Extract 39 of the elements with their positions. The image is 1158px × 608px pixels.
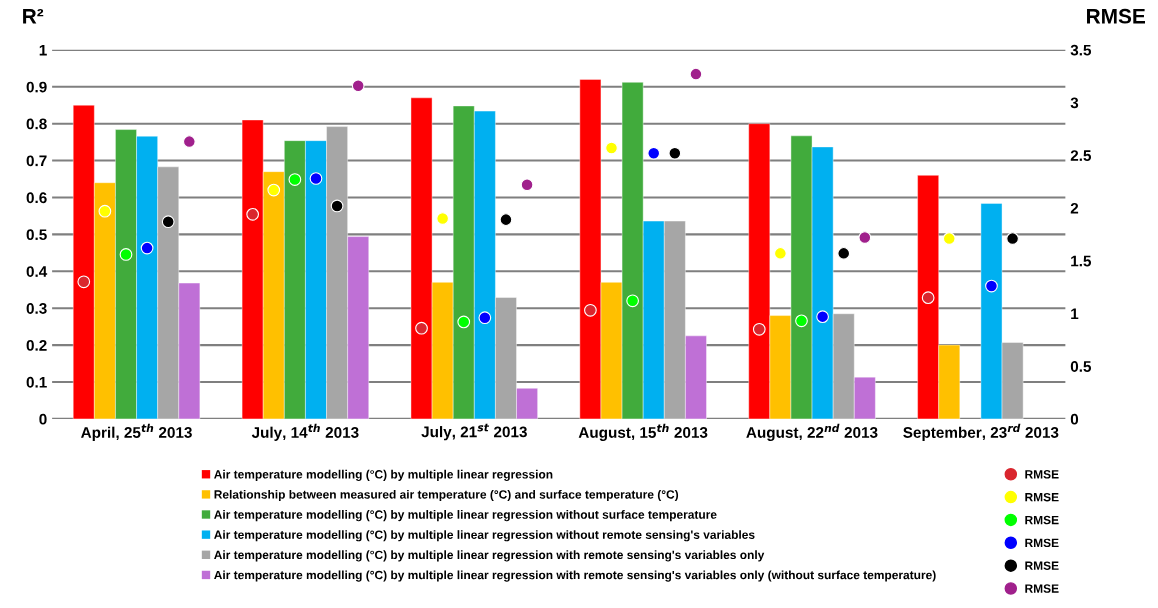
y-tick-label: 0.9 bbox=[26, 81, 47, 93]
legend-label: Air temperature modelling (°C) by multiple linear regression with remote sensing's variables only (without surface temperature) bbox=[214, 570, 936, 582]
y-tick-label: 0.4 bbox=[26, 266, 48, 277]
y2-tick-label: 3 bbox=[1070, 97, 1079, 109]
y-tick-label: 0.1 bbox=[26, 376, 47, 388]
y-tick-label: 0 bbox=[39, 413, 47, 425]
x-tick-label: August, 15$^{th}$ 2013 bbox=[578, 423, 708, 441]
legend-label: Air temperature modelling (°C) by multiple linear regression with remote sensing's variables only bbox=[214, 550, 765, 562]
y-tick-label: 1 bbox=[39, 44, 47, 56]
y2-tick-label: 2.5 bbox=[1070, 150, 1092, 161]
y-tick-label: 0.6 bbox=[26, 192, 47, 204]
y2-axis-title: RMSE bbox=[1087, 8, 1145, 24]
y-tick-label: 0.8 bbox=[26, 118, 47, 130]
y-tick-label: 0.3 bbox=[26, 303, 47, 314]
legend-label: RMSE bbox=[1025, 561, 1059, 570]
x-tick-label: September, 23$^{rd}$ 2013 bbox=[903, 423, 1059, 441]
y2-tick-label: 0.5 bbox=[1070, 361, 1092, 372]
y-axis-title: R² bbox=[23, 8, 44, 24]
y-tick-label: 0.2 bbox=[26, 339, 47, 351]
x-tick-label: August, 22$^{nd}$ 2013 bbox=[746, 423, 878, 441]
x-tick-label: July, 14$^{th}$ 2013 bbox=[251, 423, 359, 441]
y-tick-label: 0.5 bbox=[26, 229, 47, 241]
y2-tick-label: 2 bbox=[1070, 202, 1079, 214]
y2-tick-label: 1 bbox=[1071, 308, 1079, 319]
legend-label: Relationship between measured air temperature (°C) and surface temperature (°C) bbox=[214, 489, 679, 502]
y2-tick-label: 3.5 bbox=[1070, 44, 1092, 56]
legend-label: Air temperature modelling (°C) by multiple linear regression without surface temperature bbox=[214, 510, 717, 522]
legend-label: RMSE bbox=[1025, 538, 1059, 548]
x-tick-label: July, 21$^{st}$ 2013 bbox=[421, 423, 527, 441]
y2-tick-label: 0 bbox=[1070, 413, 1079, 425]
y-tick-label: 0.7 bbox=[26, 155, 47, 167]
legend-label: RMSE bbox=[1025, 515, 1059, 525]
legend-label: Air temperature modelling (°C) by multiple linear regression bbox=[214, 469, 553, 481]
y2-tick-label: 1.5 bbox=[1071, 255, 1092, 267]
legend-label: RMSE bbox=[1025, 492, 1059, 502]
legend-label: Air temperature modelling (°C) by multiple linear regression without remote sensing's variables bbox=[214, 530, 755, 542]
x-tick-label: April, 25$^{th}$ 2013 bbox=[81, 423, 192, 441]
legend-label: RMSE bbox=[1025, 584, 1059, 593]
legend-label: RMSE bbox=[1025, 470, 1059, 479]
